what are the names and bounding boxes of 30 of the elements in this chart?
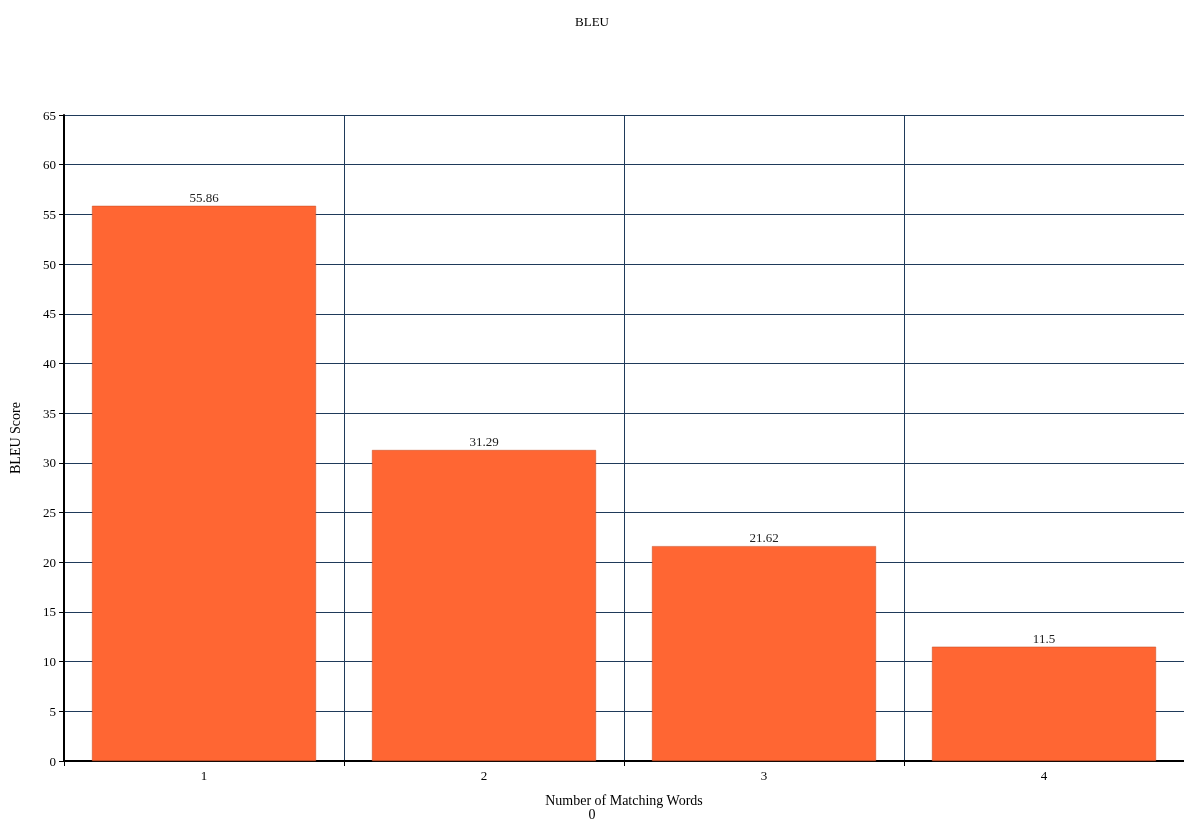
y-tick-label: 10 bbox=[43, 654, 56, 670]
y-tick-label: 25 bbox=[43, 505, 56, 521]
chart-title: BLEU bbox=[575, 14, 610, 29]
y-tick-label: 55 bbox=[43, 206, 56, 222]
y-tick-label: 45 bbox=[43, 306, 56, 322]
x-tick-label: 1 bbox=[200, 768, 208, 783]
x-axis-title: Number of Matching Words bbox=[545, 792, 703, 808]
y-tick-label: 15 bbox=[43, 604, 56, 620]
y-tick-label: 65 bbox=[43, 107, 56, 123]
data-label: 11.5 bbox=[1032, 630, 1056, 646]
data-label: 31.29 bbox=[469, 434, 499, 450]
x-tick-label: 4 bbox=[1040, 768, 1048, 783]
text: 0 bbox=[588, 806, 596, 822]
y-tick-label: 20 bbox=[43, 554, 56, 570]
y-tick-label: 60 bbox=[43, 157, 56, 173]
y-tick-label: 35 bbox=[43, 405, 56, 421]
bar bbox=[372, 450, 596, 761]
y-axis-title: BLEU Score bbox=[7, 402, 23, 474]
y-tick-label: 5 bbox=[49, 703, 56, 719]
bar bbox=[932, 646, 1156, 761]
y-tick-label: 40 bbox=[43, 355, 56, 371]
data-label: 21.62 bbox=[749, 530, 779, 546]
x-tick-label: 3 bbox=[760, 768, 768, 783]
y-tick-label: 50 bbox=[43, 256, 56, 272]
bar bbox=[92, 205, 316, 761]
bar bbox=[652, 546, 876, 761]
data-label: 55.86 bbox=[189, 189, 220, 205]
x-tick-label: 2 bbox=[480, 768, 488, 783]
y-tick-label: 0 bbox=[49, 753, 56, 769]
y-tick-label: 30 bbox=[43, 455, 56, 471]
